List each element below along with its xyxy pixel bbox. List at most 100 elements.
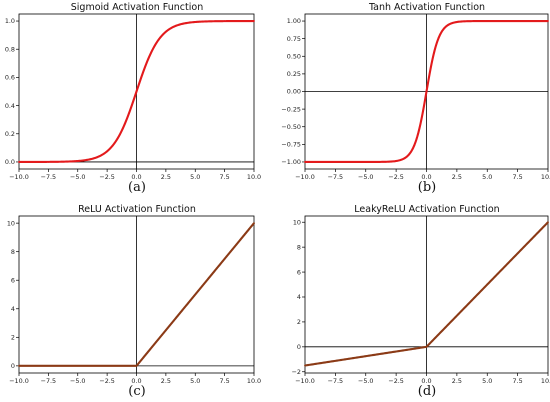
y-tick-label: 6 [297,268,301,276]
y-tick-label: 0.8 [5,45,15,53]
data-point [106,150,109,153]
data-point [425,345,428,348]
data-point [395,160,398,162]
y-tick-label: 6 [11,276,15,284]
x-tick-label: 10.0 [541,377,550,385]
data-point [253,222,255,225]
data-point [147,58,150,60]
x-tick-label: −2.5 [388,173,404,181]
data-point [547,221,549,224]
x-tick-label: −10.0 [9,377,29,385]
x-tick-label: 7.5 [513,173,523,181]
data-point [364,161,367,163]
x-tick-label: 7.5 [220,377,230,385]
y-tick-label: 0.00 [287,88,301,96]
x-tick-label: 5.0 [190,173,200,181]
data-point [437,36,440,39]
y-tick-label: −0.75 [281,141,301,149]
data-point [76,160,79,162]
x-tick-label: 5.0 [190,377,200,385]
y-tick-label: 0.25 [287,70,301,78]
x-tick-label: −10.0 [295,173,315,181]
panel-caption: (c) [128,384,145,399]
data-point [455,21,458,23]
data-point [135,90,138,93]
y-tick-label: 10 [7,219,15,227]
relu-panel: ReLU Activation Function (c) −10.0 −7.5 −5… [7,204,261,399]
y-tick-label: 0 [297,343,301,351]
chart-title: Tanh Activation Function [368,2,485,13]
x-tick-label: 0.0 [421,173,431,181]
y-tick-label: 0.50 [287,52,301,60]
panel-caption: (a) [128,180,146,195]
x-tick-label: 7.5 [220,173,230,181]
x-tick-label: 10.0 [541,173,550,181]
y-tick-label: 0.4 [5,102,15,110]
y-tick-label: 8 [297,243,301,251]
data-point [253,20,255,22]
x-tick-label: −10.0 [9,173,29,181]
y-tick-label: −0.50 [281,123,301,131]
data-point [18,161,20,163]
x-tick-label: −7.5 [328,377,344,385]
x-tick-label: 5.0 [482,173,492,181]
x-tick-label: −7.5 [41,173,57,181]
y-tick-label: 1.00 [287,17,301,25]
y-tick-label: 2 [11,334,15,342]
x-tick-label: −5.0 [70,377,86,385]
y-tick-label: 0 [11,362,15,370]
y-tick-label: −0.25 [281,105,301,113]
x-tick-label: −7.5 [328,173,344,181]
x-tick-label: −2.5 [388,377,404,385]
x-tick-label: 0.0 [131,173,141,181]
x-tick-label: 7.5 [513,377,523,385]
x-tick-label: −5.0 [358,173,374,181]
y-tick-label: 10 [293,218,301,226]
y-tick-label: 0.75 [287,35,301,43]
y-tick-label: 0.2 [5,130,15,138]
y-tick-label: 4 [11,305,15,313]
x-tick-label: −7.5 [41,377,57,385]
y-tick-label: −2 [292,368,301,376]
chart-title: LeakyReLU Activation Function [354,204,499,215]
data-point [123,123,126,125]
data-point [547,20,549,22]
x-tick-label: 2.5 [161,377,171,385]
chart-title: Sigmoid Activation Function [71,2,203,13]
data-point [304,364,306,367]
y-tick-label: 1.0 [5,17,15,25]
x-tick-label: −5.0 [358,377,374,385]
leaky-relu-panel: LeakyReLU Activation Function (d) −10.0−… [292,204,550,399]
sigmoid-panel: Sigmoid Activation Function (a) −10.0 −7.… [5,2,261,195]
x-tick-label: 2.5 [452,377,462,385]
x-tick-label: 5.0 [482,377,492,385]
x-tick-label: 10.0 [247,377,261,385]
data-point [135,364,138,367]
data-point [47,160,50,163]
data-point [18,364,20,367]
chart-title: ReLU Activation Function [78,204,196,215]
x-tick-label: −10.0 [295,377,315,385]
tanh-panel: Tanh Activation Function (b) −10.0 −7.5 −5… [281,2,550,195]
data-point [413,144,416,147]
data-point [164,30,167,33]
y-tick-label: 0.6 [5,74,15,82]
x-tick-label: 0.0 [421,377,431,385]
x-tick-label: −2.5 [99,173,115,181]
x-tick-label: −2.5 [99,377,115,385]
x-tick-label: −5.0 [70,173,86,181]
y-tick-label: 4 [297,293,301,301]
y-tick-label: 8 [11,248,15,256]
panel-caption: (d) [418,384,436,399]
x-tick-label: 2.5 [452,173,462,181]
data-point [194,21,197,23]
y-tick-label: −1.00 [281,158,301,166]
data-point [304,161,306,163]
x-tick-label: 10.0 [247,173,261,181]
x-tick-label: 2.5 [161,173,171,181]
y-tick-label: 0.0 [5,158,15,166]
y-tick-label: 2 [297,318,301,326]
data-point [486,20,489,22]
data-point [425,90,428,93]
